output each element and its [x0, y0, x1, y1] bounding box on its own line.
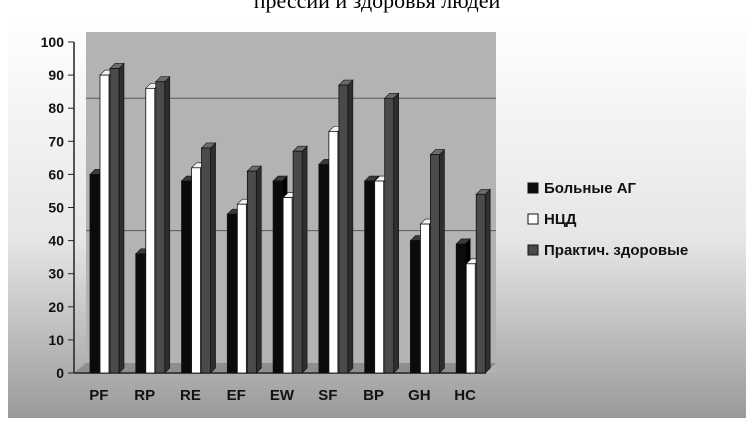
bar-EF-2: [246, 165, 263, 374]
x-tick-label: RE: [180, 387, 201, 404]
bar-side: [347, 79, 354, 374]
bar-front: [226, 213, 237, 374]
y-tick-label: 70: [48, 133, 64, 149]
bar-PF-2: [109, 62, 125, 374]
x-tick-label: RP: [134, 387, 155, 404]
y-tick-label: 80: [48, 100, 64, 116]
bar-front: [364, 180, 375, 374]
bar-front: [410, 240, 420, 374]
bar-side: [210, 142, 216, 374]
x-tick-label: BP: [363, 387, 384, 404]
bar-front: [318, 164, 329, 374]
bar-front: [475, 193, 486, 374]
y-tick-label: 40: [48, 233, 64, 249]
bar-front: [430, 154, 440, 374]
bar-front: [384, 97, 395, 374]
bar-front: [135, 253, 146, 374]
y-tick-label: 0: [56, 365, 64, 381]
y-tick-label: 60: [48, 166, 64, 182]
bar-front: [236, 203, 247, 374]
bar-front: [374, 180, 385, 374]
bar-front: [201, 147, 211, 374]
bar-EW-2: [292, 145, 308, 374]
bar-side: [118, 62, 125, 374]
bar-side: [393, 92, 399, 374]
legend-swatch: [527, 182, 539, 194]
bar-front: [338, 84, 349, 374]
bar-side: [256, 165, 262, 374]
bar-front: [272, 180, 283, 374]
x-tick-label: SF: [318, 387, 337, 404]
bar-front: [99, 74, 110, 374]
legend-label: Больные АГ: [544, 180, 637, 197]
bar-front: [420, 223, 430, 374]
bar-front: [246, 170, 257, 374]
bar-SF-2: [338, 79, 354, 374]
legend-label: НЦД: [544, 211, 577, 228]
x-tick-label: HC: [454, 387, 476, 404]
top-caption: прессии и здоровья людей: [253, 0, 501, 13]
x-tick-label: PF: [89, 387, 108, 404]
y-tick-label: 90: [48, 67, 64, 83]
bar-RE-2: [200, 142, 217, 374]
bar-front: [455, 243, 466, 374]
bar-front: [109, 68, 120, 374]
bar-front: [292, 150, 303, 374]
bar-side: [164, 75, 171, 374]
bar-front: [282, 197, 293, 374]
bar-front: [191, 167, 201, 374]
bar-front: [328, 130, 339, 374]
bar-side: [439, 148, 445, 374]
bar-front: [145, 87, 156, 374]
y-tick-label: 30: [48, 266, 64, 282]
bar-side: [301, 145, 308, 374]
y-tick-label: 100: [41, 34, 65, 50]
bar-front: [465, 263, 476, 374]
bar-RP-2: [155, 75, 171, 374]
bar-front: [181, 180, 191, 374]
legend-swatch: [527, 213, 539, 225]
bar-BP-2: [383, 92, 400, 374]
x-tick-label: GH: [408, 387, 431, 404]
bar-GH-2: [429, 148, 446, 374]
legend-swatch: [527, 244, 539, 256]
bar-side: [484, 188, 491, 374]
x-tick-label: EW: [270, 387, 295, 404]
y-tick-label: 10: [48, 332, 64, 348]
y-tick-label: 50: [48, 200, 64, 216]
bar-front: [89, 173, 100, 374]
bar-HC-2: [475, 188, 491, 374]
bar-front: [155, 81, 166, 374]
y-tick-label: 20: [48, 299, 64, 315]
legend-label: Практич. здоровые: [544, 242, 688, 259]
x-tick-label: EF: [227, 387, 246, 404]
bar-chart: 0 10 20 30 40 50 60 70 80 90 100 PF RP RE EF EW SF BP GH H…: [8, 18, 746, 418]
